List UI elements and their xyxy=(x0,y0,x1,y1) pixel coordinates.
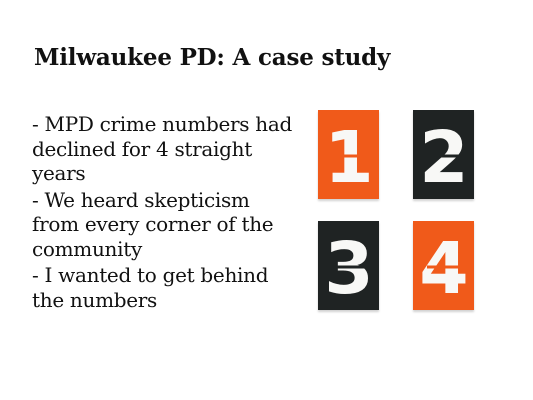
number-tile-1: 1 xyxy=(318,110,379,199)
bullet-item: - We heard skepticism from every corner … xyxy=(32,187,274,261)
bullet-item: - MPD crime numbers had declined for 4 s… xyxy=(32,112,293,185)
stencil-number-graphic: 2 xyxy=(413,110,474,199)
number-tile-4: 4 xyxy=(413,221,474,310)
stencil-number-graphic: 4 xyxy=(413,221,474,310)
bullet-list: - MPD crime numbers had declined for 4 s… xyxy=(32,112,297,314)
stencil-number-graphic: 1 xyxy=(318,110,379,199)
bullet-item: - I wanted to get behind the numbers xyxy=(32,263,269,312)
slide-title: Milwaukee PD: A case study xyxy=(34,44,391,71)
stencil-number-graphic: 3 xyxy=(318,221,379,310)
number-tile-3: 3 xyxy=(318,221,379,310)
number-tile-2: 2 xyxy=(413,110,474,199)
